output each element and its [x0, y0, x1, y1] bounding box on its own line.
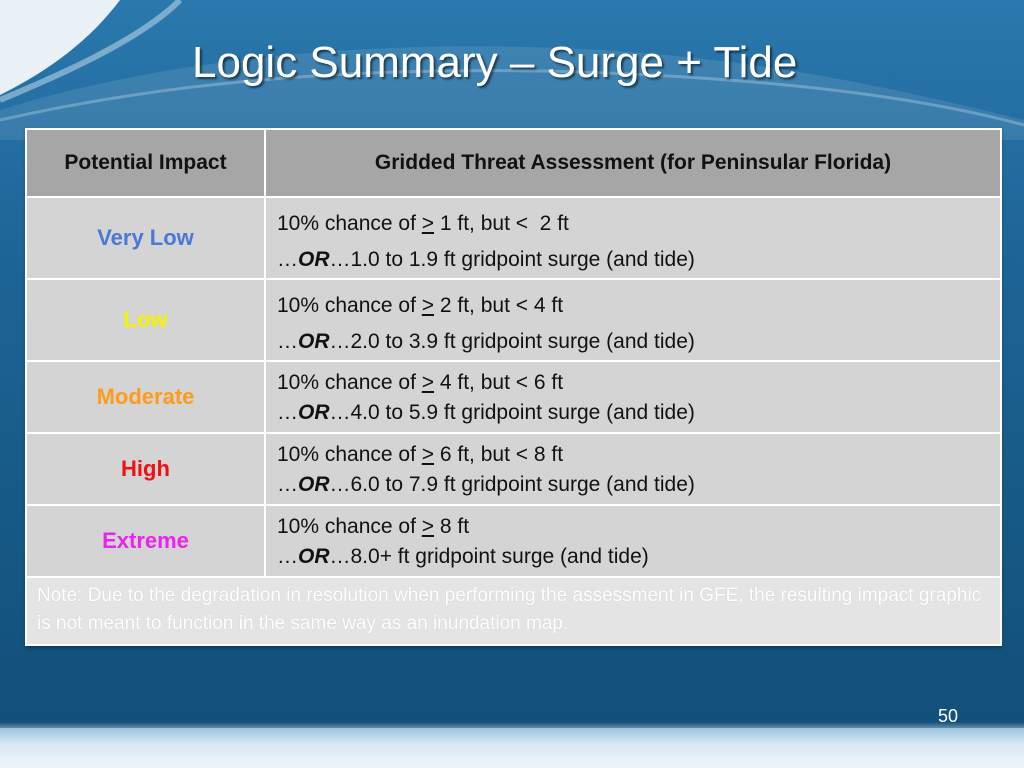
chance-line: 10% chance of > 8 ft	[277, 512, 1000, 542]
impact-level-extreme: Extreme	[25, 504, 266, 578]
assessment-moderate: 10% chance of > 4 ft, but < 6 ft …OR…4.0 …	[264, 360, 1002, 434]
ellipsis: …	[277, 545, 298, 568]
gridpoint-range: …1.0 to 1.9 ft gridpoint surge (and tide…	[329, 248, 695, 271]
gridpoint-line: …OR…4.0 to 5.9 ft gridpoint surge (and t…	[277, 398, 1000, 428]
decorative-swoosh	[0, 0, 1024, 140]
table-row-very-low: Very Low 10% chance of > 1 ft, but < 2 ft…	[25, 196, 1002, 280]
header-gridded-threat-assessment: Gridded Threat Assessment (for Peninsula…	[264, 128, 1002, 198]
chance-prefix: 10% chance of	[277, 515, 422, 538]
gridpoint-range: …2.0 to 3.9 ft gridpoint surge (and tide…	[329, 330, 695, 353]
chance-prefix: 10% chance of	[277, 443, 422, 466]
greater-or-equal-symbol: >	[421, 212, 435, 235]
gridpoint-line: …OR…6.0 to 7.9 ft gridpoint surge (and t…	[277, 470, 1000, 500]
gridpoint-range: …6.0 to 7.9 ft gridpoint surge (and tide…	[329, 473, 695, 496]
or-keyword: OR	[298, 330, 330, 353]
assessment-high: 10% chance of > 6 ft, but < 8 ft …OR…6.0 …	[264, 432, 1002, 506]
ellipsis: …	[277, 473, 298, 496]
assessment-very-low: 10% chance of > 1 ft, but < 2 ft …OR…1.0 …	[264, 196, 1002, 280]
assessment-extreme: 10% chance of > 8 ft …OR…8.0+ ft gridpoin…	[264, 504, 1002, 578]
gridpoint-line: …OR…8.0+ ft gridpoint surge (and tide)	[277, 542, 1000, 572]
slide-title: Logic Summary – Surge + Tide	[192, 38, 798, 87]
ellipsis: …	[277, 330, 298, 353]
greater-or-equal-symbol: >	[421, 443, 435, 466]
bottom-band	[0, 722, 1024, 768]
assessment-low: 10% chance of > 2 ft, but < 4 ft …OR…2.0 …	[264, 278, 1002, 362]
gridpoint-range: …8.0+ ft gridpoint surge (and tide)	[329, 545, 649, 568]
chance-prefix: 10% chance of	[277, 371, 422, 394]
table-row-low: Low 10% chance of > 2 ft, but < 4 ft …OR…2…	[25, 278, 1002, 362]
table-row-extreme: Extreme 10% chance of > 8 ft …OR…8.0+ ft g…	[25, 504, 1002, 578]
chance-prefix: 10% chance of	[277, 212, 422, 235]
note-text: Note: Due to the degradation in resoluti…	[25, 576, 1002, 646]
chance-range: 6 ft, but < 8 ft	[434, 443, 564, 466]
or-keyword: OR	[298, 545, 330, 568]
chance-range: 1 ft, but < 2 ft	[434, 212, 569, 235]
table-row-high: High 10% chance of > 6 ft, but < 8 ft …OR……	[25, 432, 1002, 506]
impact-level-high: High	[25, 432, 266, 506]
impact-level-very-low: Very Low	[25, 196, 266, 280]
or-keyword: OR	[298, 401, 330, 424]
chance-line: 10% chance of > 6 ft, but < 8 ft	[277, 440, 1000, 470]
gridpoint-range: …4.0 to 5.9 ft gridpoint surge (and tide…	[329, 401, 695, 424]
greater-or-equal-symbol: >	[421, 294, 435, 317]
impact-level-low: Low	[25, 278, 266, 362]
ellipsis: …	[277, 248, 298, 271]
gridpoint-line: …OR…2.0 to 3.9 ft gridpoint surge (and t…	[277, 324, 1000, 360]
table-row-moderate: Moderate 10% chance of > 4 ft, but < 6 ft…	[25, 360, 1002, 434]
impact-level-moderate: Moderate	[25, 360, 266, 434]
chance-prefix: 10% chance of	[277, 294, 422, 317]
chance-range: 4 ft, but < 6 ft	[434, 371, 564, 394]
ellipsis: …	[277, 401, 298, 424]
greater-or-equal-symbol: >	[421, 371, 435, 394]
chance-range: 2 ft, but < 4 ft	[434, 294, 564, 317]
page-number: 50	[938, 706, 959, 726]
chance-range: 8 ft	[434, 515, 470, 538]
or-keyword: OR	[298, 248, 330, 271]
note-row: Note: Due to the degradation in resoluti…	[25, 576, 1002, 646]
header-potential-impact: Potential Impact	[25, 128, 266, 198]
or-keyword: OR	[298, 473, 330, 496]
chance-line: 10% chance of > 1 ft, but < 2 ft	[277, 206, 1000, 242]
logic-summary-table: Potential Impact Gridded Threat Assessme…	[25, 128, 1002, 646]
table-header-row: Potential Impact Gridded Threat Assessme…	[25, 128, 1002, 198]
gridpoint-line: …OR…1.0 to 1.9 ft gridpoint surge (and t…	[277, 242, 1000, 278]
chance-line: 10% chance of > 4 ft, but < 6 ft	[277, 368, 1000, 398]
greater-or-equal-symbol: >	[421, 515, 435, 538]
chance-line: 10% chance of > 2 ft, but < 4 ft	[277, 288, 1000, 324]
